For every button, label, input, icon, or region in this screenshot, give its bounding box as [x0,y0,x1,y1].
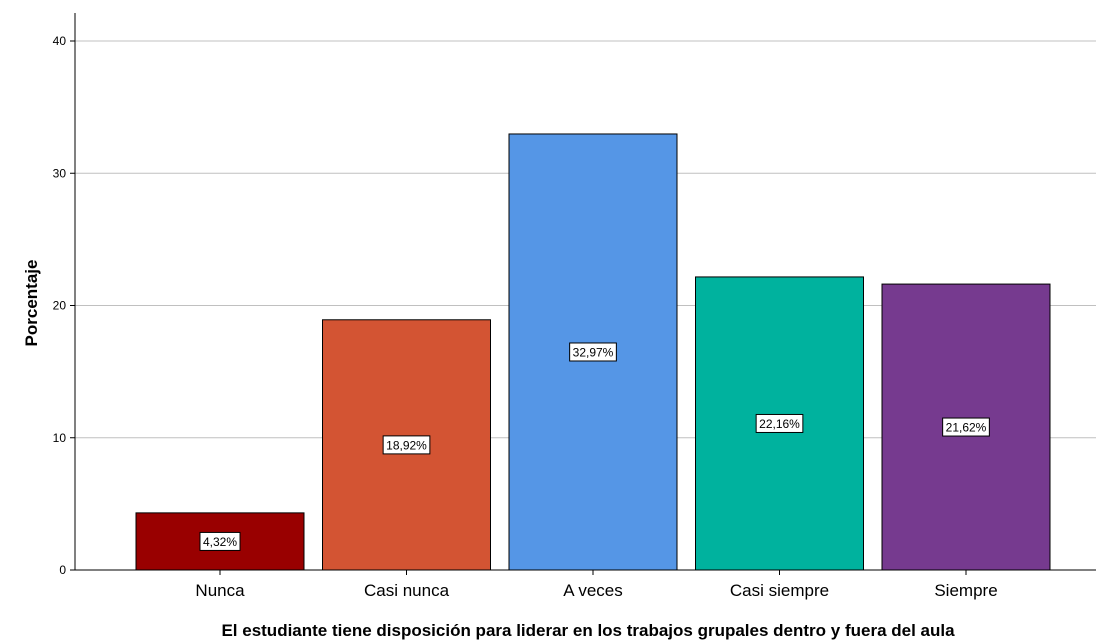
x-category-label: Casi nunca [364,581,450,600]
y-axis-title: Porcentaje [22,260,41,347]
x-category-label: Casi siempre [730,581,829,600]
bar [135,512,305,571]
data-label-box [199,531,241,551]
y-tick-label: 20 [53,299,67,313]
data-label: 18,92% [382,435,431,455]
data-label: 22,16% [755,413,804,433]
x-axis-categories: Nunca Casi nunca A veces Casi siempre Siempr… [195,570,998,600]
data-label-text: 18,92% [386,438,427,452]
data-label-box [382,435,431,455]
data-label: 21,62% [942,417,990,437]
data-label-text: 21,62% [946,421,987,435]
data-labels: 4,32% 18,92% 32,97% 22,16% 21,62% [199,342,990,551]
bars [135,133,1051,571]
data-label: 32,97% [569,342,617,362]
y-tick-label: 40 [53,34,67,48]
data-label-text: 22,16% [759,417,800,431]
x-category-label: Nunca [195,581,245,600]
x-category-label: Siempre [934,581,997,600]
y-tick-label: 0 [59,563,66,577]
y-tick-label: 10 [53,431,67,445]
y-tick-label: 30 [53,166,67,180]
data-label: 4,32% [199,531,241,551]
data-label-box [569,342,617,362]
data-label-box [755,413,804,433]
data-label-text: 32,97% [573,345,614,359]
data-label-text: 4,32% [203,535,237,549]
data-label-box [942,417,990,437]
y-axis-ticks: 0 10 20 30 40 [53,34,75,577]
x-category-label: A veces [563,581,623,600]
x-axis-title: El estudiante tiene disposición para lid… [221,621,955,640]
